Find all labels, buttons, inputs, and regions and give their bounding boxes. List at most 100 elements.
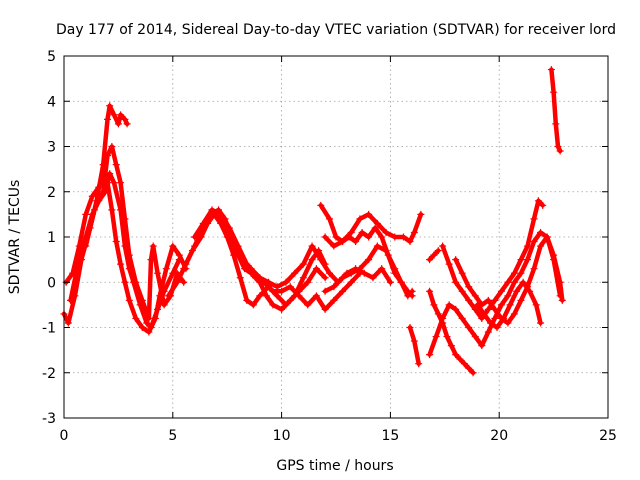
data-point	[173, 278, 181, 286]
data-point	[443, 333, 451, 341]
data-point	[391, 265, 399, 273]
data-point	[125, 296, 133, 304]
data-point	[154, 269, 162, 277]
data-point	[480, 310, 488, 318]
data-point	[486, 319, 494, 327]
data-point	[373, 219, 381, 227]
data-series-arc-13	[426, 247, 442, 264]
data-point	[369, 274, 377, 282]
data-point	[556, 292, 564, 300]
data-point	[347, 228, 355, 236]
data-point	[378, 265, 386, 273]
y-tick-label: 2	[47, 185, 56, 201]
data-point	[399, 233, 407, 241]
data-point	[519, 278, 527, 286]
data-point	[537, 228, 545, 236]
data-point	[212, 210, 220, 218]
data-series-arc-17	[452, 233, 564, 327]
data-point	[491, 296, 499, 304]
data-point	[104, 115, 112, 123]
data-point	[471, 305, 479, 313]
data-point	[406, 324, 414, 331]
data-point	[230, 251, 238, 259]
data-point	[256, 292, 264, 300]
data-point	[145, 314, 153, 322]
y-tick-label: 5	[47, 49, 56, 65]
data-point	[410, 337, 418, 345]
data-point	[73, 265, 81, 273]
x-tick-label: 5	[168, 428, 177, 444]
data-point	[543, 233, 551, 241]
data-point	[145, 328, 153, 336]
data-point	[473, 301, 481, 309]
data-point	[339, 287, 347, 295]
data-point	[371, 224, 379, 232]
data-series-arc-3	[67, 170, 183, 331]
data-point	[530, 215, 538, 223]
data-point	[523, 242, 531, 250]
data-point	[484, 328, 492, 336]
data-point	[382, 228, 390, 236]
x-axis-label: GPS time / hours	[276, 458, 393, 474]
data-point	[269, 301, 277, 309]
x-tick-label: 10	[273, 428, 291, 444]
data-point	[82, 210, 90, 218]
data-point	[484, 305, 492, 313]
data-point	[121, 115, 129, 123]
data-point	[265, 278, 273, 286]
data-point	[556, 147, 564, 155]
data-point	[426, 351, 434, 359]
data-point	[373, 242, 381, 250]
data-series-layer	[60, 66, 566, 377]
data-point	[552, 120, 560, 128]
series-line	[63, 171, 189, 335]
data-point	[445, 301, 453, 309]
data-point	[110, 111, 118, 119]
data-point	[317, 256, 325, 264]
series-line	[181, 212, 328, 308]
data-point	[330, 283, 338, 291]
data-point	[510, 269, 518, 277]
data-series-arc-8	[212, 210, 394, 291]
data-point	[465, 364, 473, 372]
x-tick-label: 25	[599, 428, 617, 444]
data-point	[500, 314, 508, 322]
data-point	[530, 238, 538, 246]
data-point	[356, 215, 364, 223]
data-point	[426, 287, 434, 295]
data-point	[117, 111, 125, 119]
data-point	[465, 296, 473, 304]
data-point	[230, 242, 238, 250]
data-point	[365, 233, 373, 241]
data-point	[243, 296, 251, 304]
data-point	[110, 179, 118, 187]
data-point	[452, 351, 460, 359]
data-point	[386, 278, 394, 286]
data-point	[558, 296, 566, 304]
data-point	[504, 278, 512, 286]
data-point	[460, 360, 468, 368]
data-point	[378, 233, 386, 241]
data-point	[347, 269, 355, 277]
data-point	[112, 238, 120, 246]
data-point	[539, 201, 547, 209]
data-point	[434, 247, 442, 255]
data-point	[532, 301, 540, 309]
data-point	[162, 265, 170, 273]
data-point	[330, 242, 338, 250]
y-tick-label: 0	[47, 275, 56, 291]
data-point	[504, 319, 512, 327]
data-point	[299, 260, 307, 268]
data-point	[308, 256, 316, 264]
data-point	[550, 256, 558, 264]
data-point	[410, 228, 418, 236]
data-point	[430, 301, 438, 309]
data-point	[426, 256, 434, 264]
data-series-arc-18	[473, 278, 545, 331]
data-point	[406, 238, 414, 246]
series-line	[322, 243, 415, 299]
data-point	[478, 314, 486, 322]
data-point	[108, 143, 116, 150]
data-point	[164, 292, 172, 300]
